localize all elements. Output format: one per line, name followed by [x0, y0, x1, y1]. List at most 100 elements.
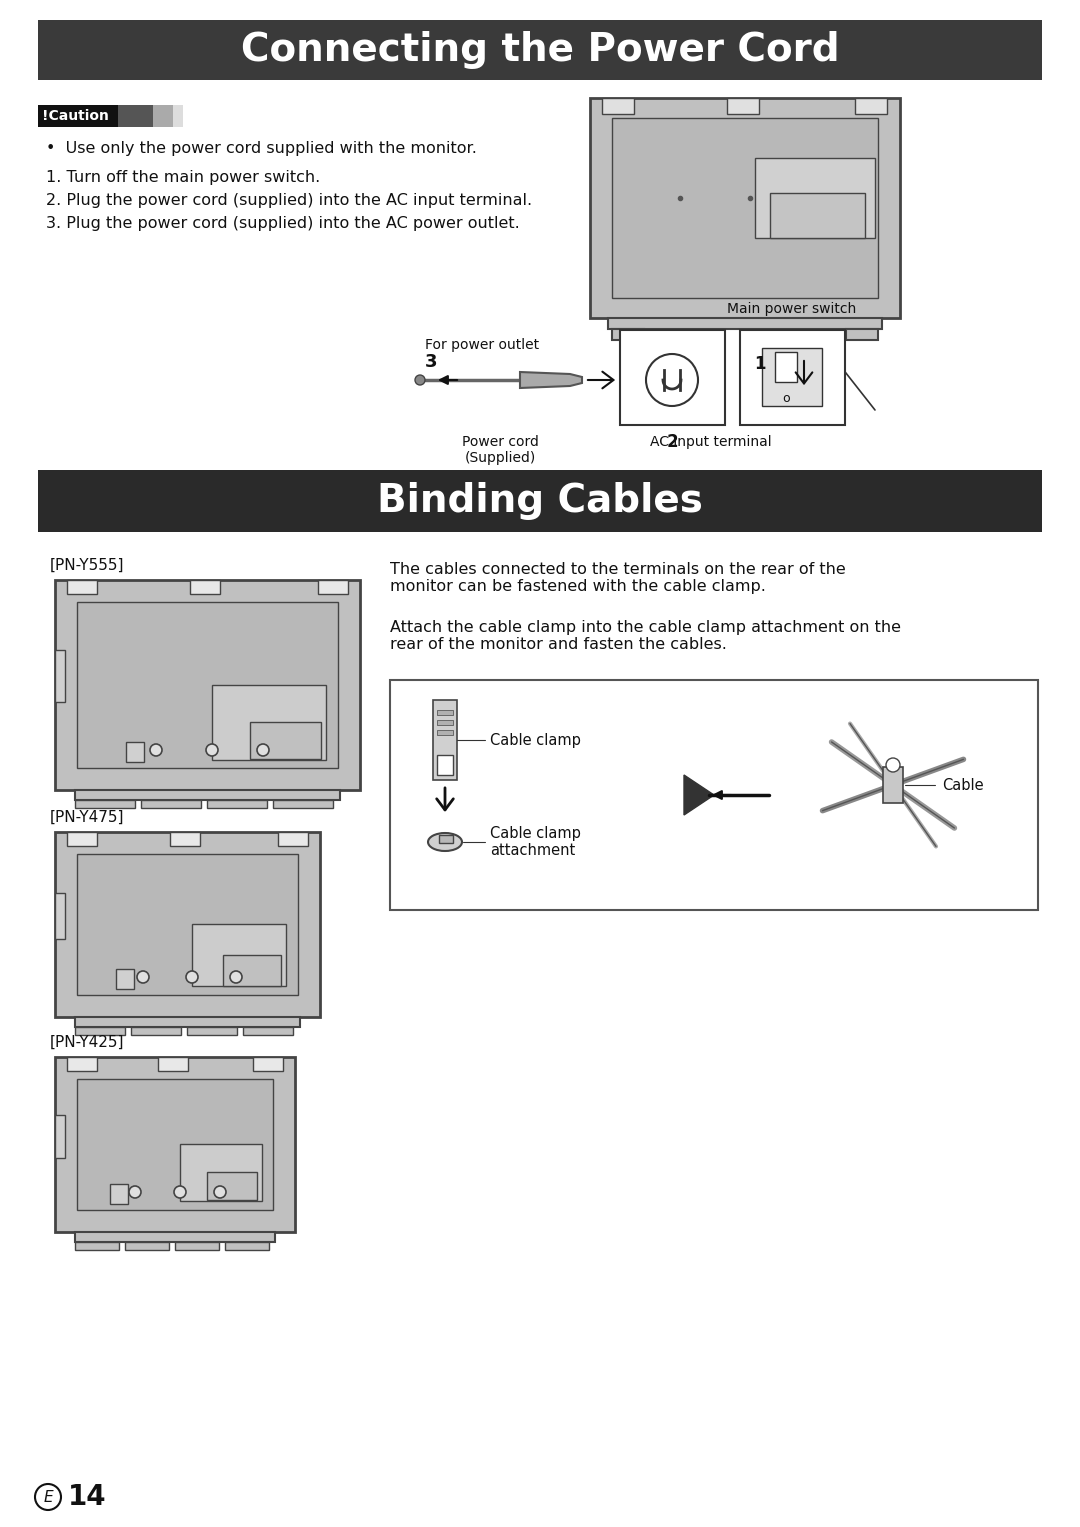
Bar: [273, 800, 333, 808]
Bar: [153, 105, 173, 127]
Bar: [433, 699, 457, 780]
Circle shape: [137, 971, 149, 983]
Bar: [38, 20, 1042, 79]
Bar: [253, 1057, 283, 1070]
Text: [PN-Y475]: [PN-Y475]: [50, 809, 124, 825]
Text: Attach the cable clamp into the cable clamp attachment on the
rear of the monito: Attach the cable clamp into the cable cl…: [390, 620, 901, 652]
Bar: [727, 98, 759, 115]
Bar: [740, 330, 845, 425]
Bar: [590, 98, 900, 318]
Bar: [67, 1057, 97, 1070]
Bar: [318, 580, 348, 594]
Text: Main power switch: Main power switch: [727, 302, 856, 316]
Bar: [437, 721, 453, 725]
Circle shape: [174, 1186, 186, 1199]
Polygon shape: [519, 373, 582, 388]
Text: Connecting the Power Cord: Connecting the Power Cord: [241, 31, 839, 69]
Bar: [212, 686, 326, 760]
Circle shape: [257, 744, 269, 756]
Bar: [75, 1017, 300, 1028]
Bar: [141, 800, 201, 808]
Text: •  Use only the power cord supplied with the monitor.: • Use only the power cord supplied with …: [46, 140, 477, 156]
Bar: [67, 832, 97, 846]
Bar: [602, 98, 634, 115]
Circle shape: [186, 971, 198, 983]
Bar: [126, 742, 144, 762]
Bar: [192, 924, 286, 986]
Text: 2. Plug the power cord (supplied) into the AC input terminal.: 2. Plug the power cord (supplied) into t…: [46, 192, 532, 208]
Circle shape: [150, 744, 162, 756]
Bar: [762, 348, 822, 406]
Bar: [55, 580, 360, 789]
Bar: [77, 854, 298, 996]
Bar: [75, 1241, 119, 1251]
Bar: [207, 1173, 257, 1200]
Text: Cable clamp
attachment: Cable clamp attachment: [490, 826, 581, 858]
Bar: [755, 157, 875, 238]
Text: Binding Cables: Binding Cables: [377, 483, 703, 521]
Circle shape: [646, 354, 698, 406]
Bar: [612, 118, 878, 298]
Bar: [390, 680, 1038, 910]
Text: 1. Turn off the main power switch.: 1. Turn off the main power switch.: [46, 169, 321, 185]
Bar: [249, 722, 321, 759]
Bar: [222, 954, 281, 986]
Polygon shape: [684, 776, 714, 815]
Bar: [437, 710, 453, 715]
Text: Power cord
(Supplied): Power cord (Supplied): [461, 435, 539, 466]
Bar: [158, 1057, 188, 1070]
Text: 3. Plug the power cord (supplied) into the AC power outlet.: 3. Plug the power cord (supplied) into t…: [46, 215, 519, 231]
Circle shape: [206, 744, 218, 756]
Bar: [278, 832, 308, 846]
Text: Cable: Cable: [942, 777, 984, 793]
Bar: [187, 1028, 237, 1035]
Bar: [55, 1115, 65, 1157]
Ellipse shape: [428, 834, 462, 851]
Bar: [125, 1241, 168, 1251]
Bar: [608, 318, 882, 328]
Bar: [620, 330, 725, 425]
Circle shape: [415, 376, 426, 385]
Bar: [175, 1241, 219, 1251]
Bar: [207, 800, 267, 808]
Text: [PN-Y555]: [PN-Y555]: [50, 557, 124, 573]
Bar: [75, 800, 135, 808]
Bar: [855, 98, 887, 115]
Bar: [775, 353, 797, 382]
Bar: [55, 893, 65, 939]
Bar: [110, 1183, 129, 1203]
Bar: [173, 105, 183, 127]
Bar: [38, 470, 1042, 531]
Bar: [612, 328, 644, 341]
Text: [PN-Y425]: [PN-Y425]: [50, 1035, 124, 1051]
Bar: [38, 105, 118, 127]
Bar: [67, 580, 97, 594]
Text: For power outlet: For power outlet: [426, 337, 539, 353]
Bar: [118, 105, 153, 127]
Bar: [437, 754, 453, 776]
Bar: [55, 651, 65, 702]
Circle shape: [214, 1186, 226, 1199]
Text: 14: 14: [68, 1483, 107, 1512]
Circle shape: [230, 971, 242, 983]
Bar: [75, 1232, 275, 1241]
Text: !Caution: !Caution: [42, 108, 109, 124]
Bar: [846, 328, 878, 341]
Text: E: E: [43, 1489, 53, 1504]
Bar: [243, 1028, 293, 1035]
Bar: [75, 789, 340, 800]
Text: 2: 2: [666, 434, 678, 450]
Bar: [770, 192, 865, 238]
Bar: [170, 832, 200, 846]
Bar: [437, 730, 453, 734]
Circle shape: [129, 1186, 141, 1199]
Circle shape: [886, 757, 900, 773]
Bar: [190, 580, 220, 594]
Bar: [180, 1144, 262, 1202]
Bar: [77, 602, 338, 768]
Bar: [225, 1241, 269, 1251]
Text: Cable clamp: Cable clamp: [490, 733, 581, 748]
Bar: [883, 767, 903, 803]
Bar: [55, 1057, 295, 1232]
Text: 3: 3: [426, 353, 437, 371]
